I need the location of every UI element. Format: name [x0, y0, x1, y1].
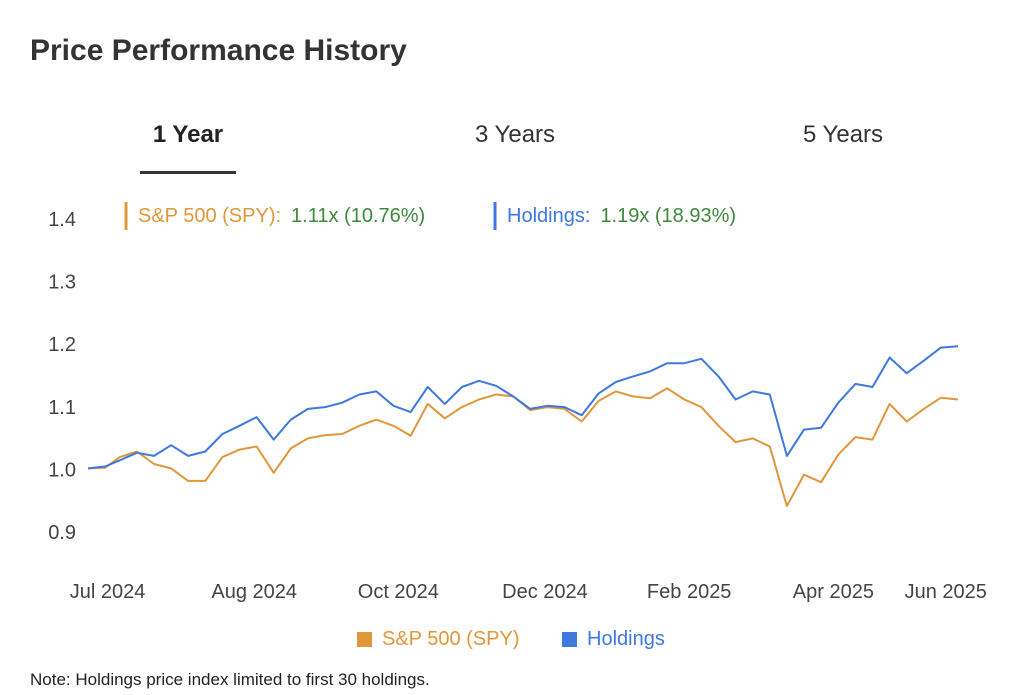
- summary-label-spy: S&P 500 (SPY):: [138, 205, 281, 227]
- tab-3-years[interactable]: 3 Years: [460, 118, 570, 174]
- legend-swatch-spy: [357, 632, 372, 647]
- tab-5-years[interactable]: 5 Years: [788, 118, 898, 174]
- x-tick-label: Oct 2024: [358, 581, 439, 603]
- legend-item-holdings[interactable]: Holdings: [562, 628, 665, 651]
- legend-label-holdings: Holdings: [587, 628, 665, 650]
- x-tick-label: Jul 2024: [70, 581, 146, 603]
- footnote: Note: Holdings price index limited to fi…: [30, 670, 430, 689]
- legend-item-spy[interactable]: S&P 500 (SPY): [357, 628, 519, 651]
- time-range-tabs: 1 Year 3 Years 5 Years: [90, 118, 970, 178]
- tab-1-year-label: 1 Year: [152, 121, 224, 148]
- summary-value-spy: 1.11x (10.76%): [291, 205, 425, 227]
- x-tick-label: Feb 2025: [647, 581, 732, 603]
- tab-3-years-label: 3 Years: [474, 121, 556, 148]
- chart-legend: S&P 500 (SPY) Holdings: [0, 628, 1024, 656]
- x-tick-label: Jun 2025: [905, 581, 987, 603]
- legend-label-spy: S&P 500 (SPY): [382, 628, 520, 650]
- price-performance-chart: 1.4 1.3 1.2 1.1 1.0 0.9 Jul 2024 Aug 2024 Oct 20…: [48, 202, 987, 603]
- y-tick-label: 1.2: [48, 334, 76, 356]
- legend-swatch-holdings: [562, 632, 577, 647]
- y-tick-label: 0.9: [48, 522, 76, 544]
- x-tick-label: Aug 2024: [211, 581, 297, 603]
- y-tick-label: 1.1: [48, 397, 76, 419]
- x-tick-label: Dec 2024: [502, 581, 588, 603]
- tab-5-years-label: 5 Years: [802, 121, 884, 148]
- spy-line: [87, 387, 959, 507]
- active-tab-underline: [140, 171, 236, 174]
- y-tick-label: 1.3: [48, 272, 76, 294]
- holdings-line: [87, 345, 959, 470]
- page-title: Price Performance History: [30, 34, 407, 67]
- x-tick-label: Apr 2025: [793, 581, 874, 603]
- summary-label-holdings: Holdings:: [507, 205, 590, 227]
- tab-1-year[interactable]: 1 Year: [140, 118, 236, 174]
- summary-value-holdings: 1.19x (18.93%): [600, 205, 736, 227]
- y-tick-label: 1.0: [48, 459, 76, 481]
- y-tick-label: 1.4: [48, 209, 76, 231]
